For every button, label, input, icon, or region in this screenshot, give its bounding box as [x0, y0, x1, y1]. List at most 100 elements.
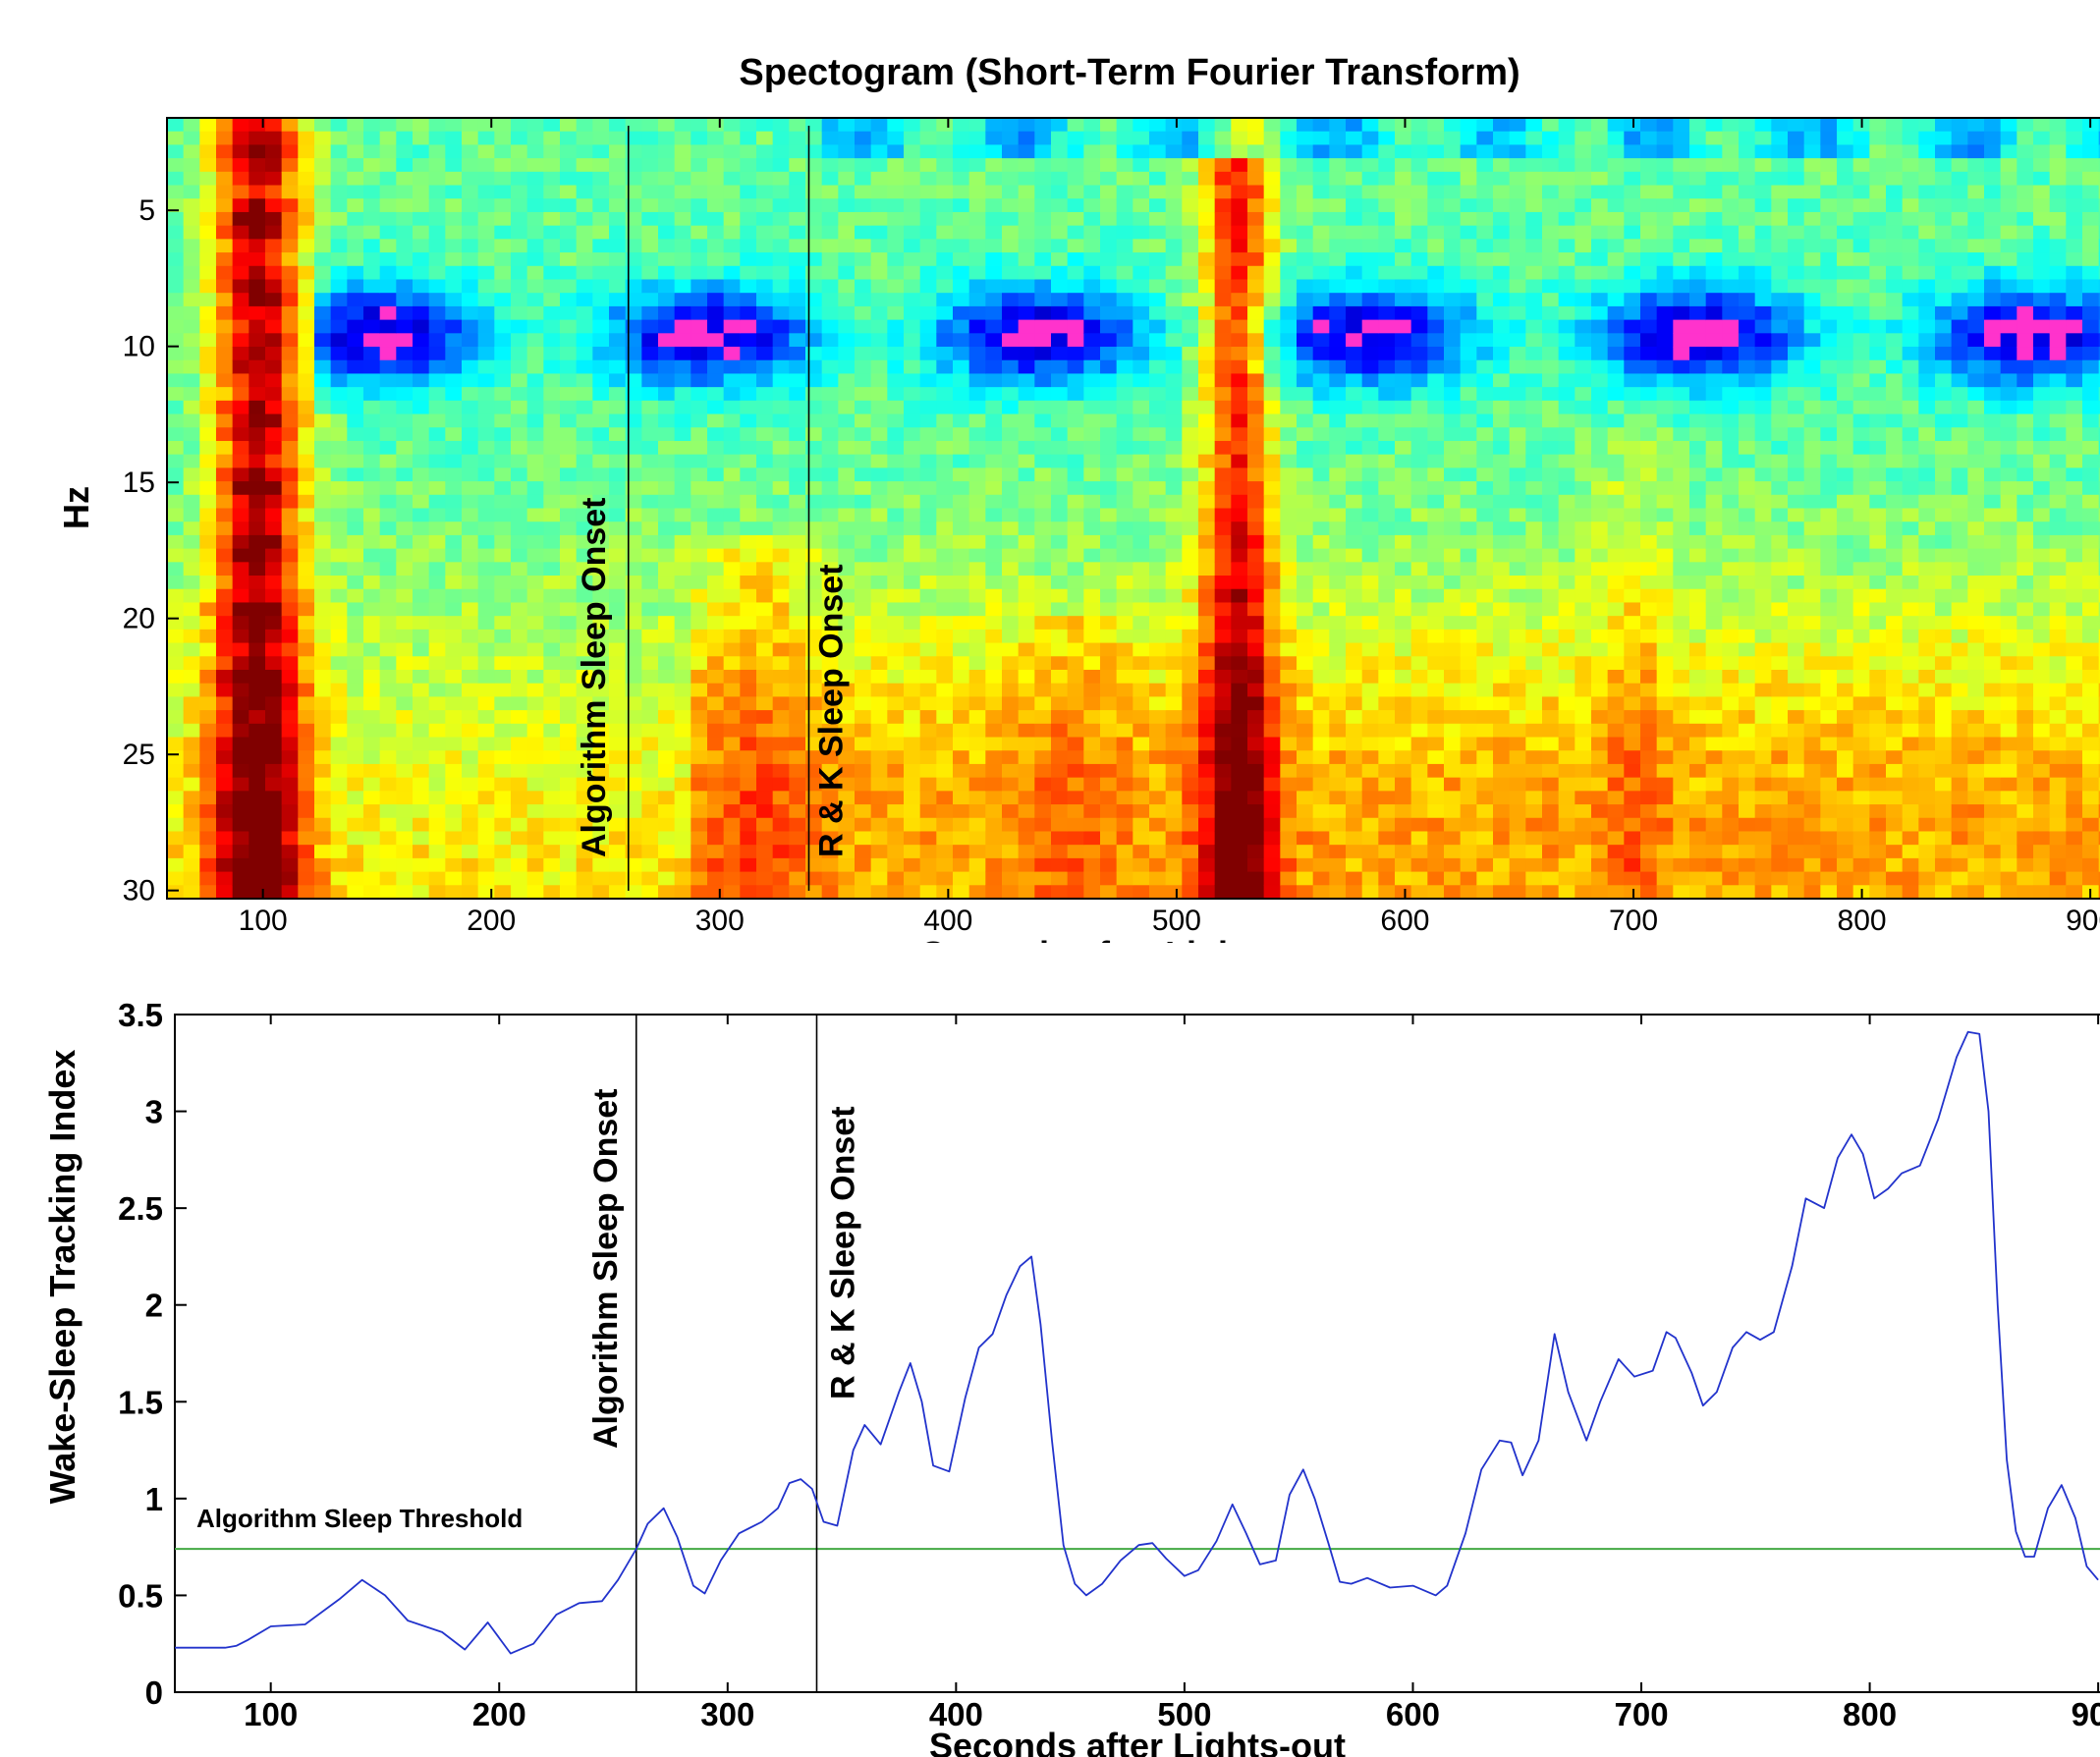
spectrogram-cell [1525, 602, 1543, 617]
spectrogram-cell [1149, 857, 1167, 873]
spectrogram-cell [1034, 642, 1052, 657]
spectrogram-cell [379, 616, 397, 631]
spectrogram-cell [1427, 198, 1445, 213]
spectrogram-cell [265, 737, 283, 751]
spectrogram-cell [543, 427, 561, 442]
spectrogram-cell [953, 508, 970, 522]
spectrogram-cell [379, 588, 397, 604]
spectrogram-cell [707, 804, 725, 819]
spectrogram-cell [855, 293, 872, 307]
spectrogram-cell [494, 508, 512, 522]
spectrogram-cell [363, 239, 381, 253]
spectrogram-cell [1361, 494, 1379, 510]
spectrogram-cell [1558, 467, 1575, 482]
spectrogram-cell [560, 239, 578, 253]
spectrogram-cell [232, 144, 249, 159]
spectrogram-cell [1329, 305, 1347, 321]
spectrogram-cell [1100, 481, 1118, 496]
spectrogram-cell [1034, 710, 1052, 725]
spectrogram-cell [1198, 333, 1216, 348]
spectrogram-cell [1214, 750, 1232, 765]
spectrogram-cell [1214, 239, 1232, 253]
spectrogram-cell [428, 804, 446, 819]
spectrogram-cell [477, 467, 495, 482]
spectrogram-cell [298, 723, 315, 739]
spectrogram-cell [919, 763, 937, 779]
spectrogram-cell [249, 279, 266, 294]
spectrogram-cell [379, 211, 397, 227]
spectrogram-cell [445, 750, 463, 765]
spectrogram-cell [1182, 494, 1199, 510]
spectrogram-cell [691, 373, 708, 388]
spectrogram-cell [756, 871, 774, 886]
spectrogram-cell [363, 158, 381, 173]
spectrogram-cell [1247, 871, 1265, 886]
spectrogram-cell [330, 831, 348, 846]
spectrogram-cell [625, 211, 642, 227]
spectrogram-cell [576, 576, 593, 590]
spectrogram-cell [609, 373, 627, 388]
spectrogram-cell [870, 131, 888, 146]
spectrogram-cell [658, 562, 676, 577]
spectrogram-cell [740, 319, 757, 334]
spectrogram-cell [592, 427, 610, 442]
spectrogram-cell [756, 548, 774, 563]
spectrogram-cell [1312, 576, 1330, 590]
spectrogram-cell [1427, 185, 1445, 199]
spectrogram-cell [609, 669, 627, 685]
spectrogram-cell [462, 185, 479, 199]
spectrogram-cell [658, 871, 676, 886]
spectrogram-cell [1247, 185, 1265, 199]
spectrogram-cell [1100, 791, 1118, 805]
spectrogram-cell [1149, 427, 1167, 442]
spectrogram-cell [167, 723, 185, 739]
spectrogram-cell [985, 225, 1003, 240]
spectrogram-cell [183, 588, 200, 604]
spectrogram-cell [953, 576, 970, 590]
spectrogram-cell [249, 710, 266, 725]
spectrogram-cell [789, 588, 806, 604]
spectrogram-cell [1395, 265, 1412, 281]
spectrogram-cell [1002, 293, 1020, 307]
spectrogram-cell [1476, 373, 1494, 388]
spectrogram-cell [167, 359, 185, 375]
spectrogram-cell [1476, 494, 1494, 510]
spectrogram-cell [1509, 185, 1526, 199]
spectrogram-cell [1149, 683, 1167, 697]
spectrogram-cell [855, 683, 872, 697]
spectrogram-cell [707, 413, 725, 428]
spectrogram-cell [1410, 440, 1428, 456]
spectrogram-cell [936, 494, 954, 510]
spectrogram-cell [216, 763, 234, 779]
spectrogram-cell [1460, 279, 1477, 294]
spectrogram-cell [1297, 737, 1314, 751]
spectrogram-cell [805, 413, 823, 428]
spectrogram-cell [1116, 359, 1133, 375]
spectrogram-cell [330, 548, 348, 563]
spectrogram-cell [1280, 750, 1298, 765]
spectrogram-cell [1214, 131, 1232, 146]
spectrogram-cell [413, 427, 430, 442]
spectrogram-cell [1083, 387, 1101, 402]
spectrogram-cell [691, 777, 708, 792]
spectrogram-cell [216, 562, 234, 577]
spectrogram-cell [1378, 723, 1396, 739]
spectrogram-cell [543, 817, 561, 833]
spectrogram-cell [1525, 131, 1543, 146]
spectrogram-cell [1410, 373, 1428, 388]
spectrogram-cell [1214, 427, 1232, 442]
spectrogram-cell [1297, 467, 1314, 482]
spectrogram-cell [789, 562, 806, 577]
spectrogram-cell [494, 791, 512, 805]
spectrogram-cell [756, 171, 774, 187]
spectrogram-cell [1525, 629, 1543, 644]
spectrogram-cell [1214, 885, 1232, 899]
spectrogram-cell [1182, 656, 1199, 671]
spectrogram-cell [1312, 467, 1330, 482]
spectrogram-cell [281, 750, 299, 765]
spectrogram-cell [1002, 696, 1020, 711]
spectrogram-cell [821, 413, 839, 428]
spectrogram-cell [772, 871, 790, 886]
spectrogram-cell [1018, 885, 1035, 899]
spectrogram-cell [887, 737, 905, 751]
